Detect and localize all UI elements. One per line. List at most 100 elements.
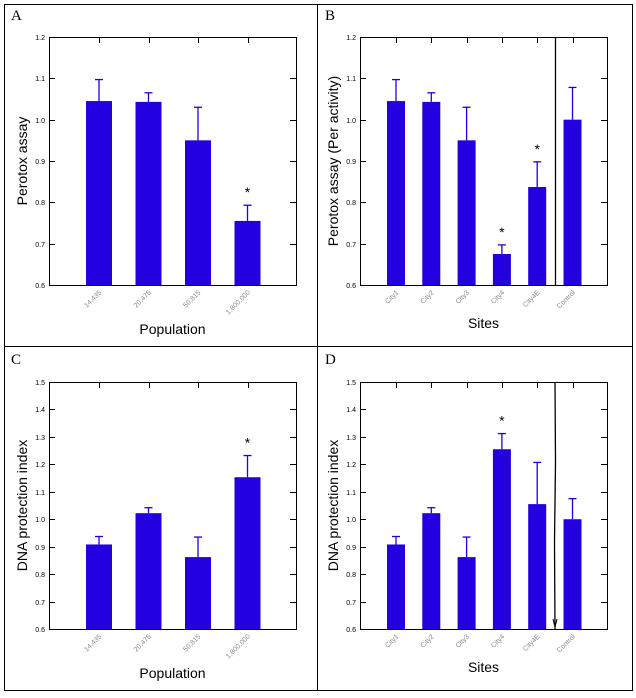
y-tick-label: 1.1 (35, 490, 45, 497)
significance-star: * (245, 184, 251, 200)
bar (422, 513, 441, 629)
panel-label: C (11, 352, 21, 368)
x-axis-title: Population (139, 665, 205, 681)
panel-b: B 0.6 0.7 0.8 0.9 1.0 1.1 1.2 Perotox assay (Per… (325, 8, 608, 331)
bar (234, 477, 261, 629)
significance-star: * (499, 413, 505, 429)
group-separator (553, 381, 557, 630)
x-tick-label: City2 (419, 289, 435, 305)
bar (185, 557, 211, 629)
bar (492, 254, 511, 285)
y-tick-label: 1.2 (346, 462, 356, 469)
y-axis-title: Perotox assay (Per activity) (325, 76, 341, 246)
bar (457, 140, 476, 285)
bar (387, 101, 405, 285)
x-tick-label: 14,435 (83, 289, 103, 309)
y-tick-label: 1.4 (346, 407, 356, 414)
arrowhead-icon (552, 618, 558, 628)
panel-label: D (325, 352, 336, 368)
panel-c: C 0.6 0.7 0.8 0.9 1.0 1.1 1.2 1.3 1.4 1.5 DNA prote… (11, 352, 297, 681)
x-tick-label: City4E (522, 289, 542, 309)
x-tick-label: City1 (384, 633, 400, 649)
y-tick-label: 0.6 (346, 283, 356, 290)
significance-star: * (534, 141, 540, 157)
y-tick-label: 1.1 (346, 490, 356, 497)
y-tick-label: 0.9 (35, 545, 45, 552)
y-tick-label: 1.5 (346, 380, 356, 387)
bar (492, 449, 511, 629)
bar (185, 140, 211, 285)
y-tick-label: 1.2 (35, 462, 45, 469)
panel-a: A 0.6 0.7 0.8 0.9 1.0 1.1 1.2 Perotox assay 14,43… (11, 8, 297, 337)
x-axis-title: Population (139, 321, 205, 337)
x-tick-label: Control (556, 633, 577, 654)
y-tick-label: 0.6 (35, 283, 45, 290)
plot-frame (49, 382, 297, 630)
y-tick-label: 0.7 (35, 600, 45, 607)
x-tick-label: 1,800,000 (225, 633, 252, 660)
panel-label: B (325, 8, 335, 24)
significance-star: * (245, 435, 251, 451)
plot-frame (360, 382, 608, 630)
bar (86, 101, 112, 285)
x-tick-label: City4 (490, 633, 506, 649)
y-tick-label: 1.0 (346, 118, 356, 125)
y-tick-label: 0.8 (346, 200, 356, 207)
y-tick-label: 1.1 (35, 76, 45, 83)
y-tick-label: 1.2 (35, 35, 45, 42)
y-tick-label: 0.7 (346, 600, 356, 607)
bar (86, 544, 112, 629)
bar (563, 119, 582, 286)
x-tick-label: 1,800,000 (225, 289, 252, 316)
y-tick-label: 0.7 (346, 242, 356, 249)
bar (528, 504, 547, 629)
y-tick-label: 0.7 (35, 242, 45, 249)
y-axis-title: DNA protection index (325, 440, 341, 572)
y-tick-label: 1.2 (346, 35, 356, 42)
y-tick-label: 0.6 (35, 627, 45, 634)
x-tick-label: City4E (522, 633, 542, 653)
y-tick-label: 1.3 (346, 435, 356, 442)
y-tick-label: 1.5 (35, 380, 45, 387)
y-tick-label: 0.8 (35, 572, 45, 579)
significance-star: * (499, 224, 505, 240)
y-tick-label: 1.0 (35, 118, 45, 125)
bar (422, 101, 441, 285)
x-tick-label: City3 (455, 633, 471, 649)
bar (135, 101, 162, 285)
panel-d: D 0.6 0.7 0.8 0.9 1.0 1.1 1.2 1.3 1.4 1.5 DNA prote… (325, 352, 608, 675)
y-tick-label: 1.3 (35, 435, 45, 442)
y-tick-label: 0.9 (35, 159, 45, 166)
x-tick-label: City1 (384, 289, 400, 305)
x-tick-label: City2 (419, 633, 435, 649)
y-tick-label: 1.0 (35, 517, 45, 524)
y-tick-label: 1.0 (346, 517, 356, 524)
y-tick-label: 0.9 (346, 159, 356, 166)
x-tick-label: City4 (490, 289, 506, 305)
x-tick-label: City3 (455, 289, 471, 305)
y-tick-label: 1.1 (346, 76, 356, 83)
bar (528, 187, 547, 285)
x-axis-title: Sites (468, 315, 499, 331)
y-tick-label: 0.9 (346, 545, 356, 552)
bar (135, 513, 162, 629)
x-tick-label: Control (556, 289, 577, 310)
x-axis-title: Sites (468, 659, 499, 675)
y-tick-label: 1.4 (35, 407, 45, 414)
y-axis-title: Perotox assay (14, 117, 30, 206)
bar (234, 220, 261, 285)
bar (563, 519, 582, 629)
panel-label: A (11, 8, 22, 24)
y-tick-label: 0.8 (346, 572, 356, 579)
bar (387, 544, 405, 629)
y-tick-label: 0.6 (346, 627, 356, 634)
y-tick-label: 0.8 (35, 200, 45, 207)
x-tick-label: 50,815 (182, 633, 202, 653)
x-tick-label: 20,475 (133, 289, 153, 309)
x-tick-label: 50,815 (182, 289, 202, 309)
x-tick-label: 20,475 (133, 633, 153, 653)
x-tick-label: 14,435 (83, 633, 103, 653)
y-axis-title: DNA protection index (14, 440, 30, 572)
bar (457, 557, 476, 629)
